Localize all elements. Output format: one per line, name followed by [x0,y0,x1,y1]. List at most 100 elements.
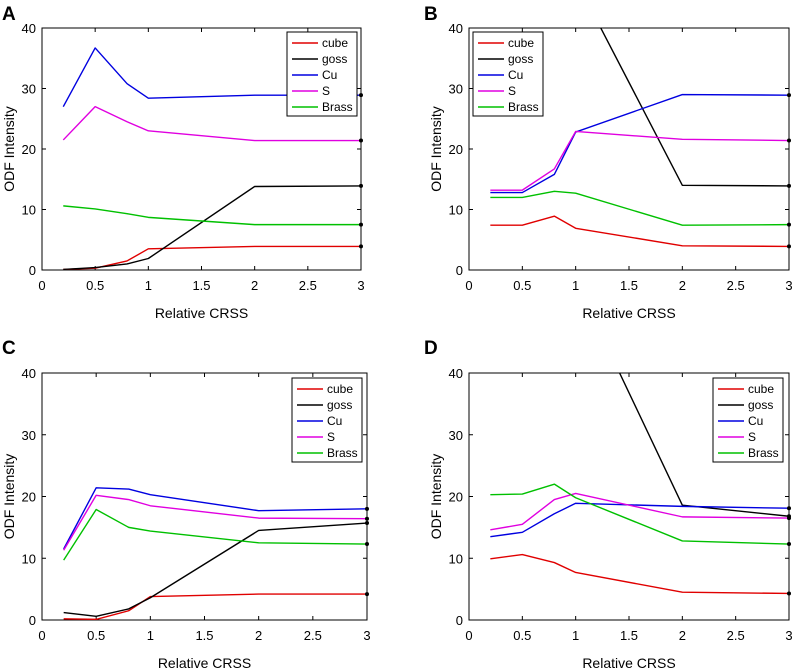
series-endpoint-brass [787,542,791,547]
y-tick-label: 30 [449,82,463,97]
series-endpoint-brass [365,542,369,547]
x-tick-label: 0 [38,278,45,293]
series-line-s [490,130,789,191]
series-endpoint-goss [787,183,791,188]
x-tick-label: 1 [147,628,154,643]
series-endpoint-cube [365,592,369,597]
y-tick-label: 0 [29,263,36,278]
x-tick-label: 0.5 [513,278,531,293]
y-tick-label: 10 [449,551,463,566]
y-tick-label: 0 [456,613,463,628]
y-tick-label: 30 [22,82,36,97]
series-line-goss [618,373,789,517]
x-tick-label: 0.5 [87,628,105,643]
series-line-cu [62,47,361,107]
x-axis-label: Relative CRSS [155,305,248,321]
series-endpoint-brass [359,222,363,227]
x-tick-label: 3 [357,278,364,293]
legend: cube goss Cu S Brass [291,377,363,463]
series-endpoint-s [359,138,363,143]
series-line-brass [490,483,789,545]
series-endpoint-s [787,516,791,521]
x-tick-label: 0.5 [86,278,104,293]
x-tick-label: 1 [572,628,579,643]
legend-label-s: S [748,430,756,444]
x-tick-label: 1.5 [192,278,210,293]
legend-label-goss: goss [327,398,352,412]
series-endpoint-cu [787,506,791,511]
legend-label-goss: goss [322,52,347,66]
panel-label: C [2,338,16,359]
legend-label-cube: cube [508,36,534,50]
x-tick-label: 2.5 [299,278,317,293]
x-tick-label: 2 [679,278,686,293]
legend-label-brass: Brass [322,100,353,114]
legend-label-goss: goss [748,398,773,412]
series-endpoint-cube [359,244,363,249]
x-tick-label: 1 [145,278,152,293]
panel-label: D [424,338,438,359]
y-axis-label: ODF Intensity [1,106,17,192]
legend-label-brass: Brass [327,446,358,460]
series-line-s [63,494,367,551]
y-tick-label: 20 [449,142,463,157]
y-tick-label: 20 [449,490,463,505]
legend-label-brass: Brass [748,446,779,460]
x-tick-label: 2 [255,628,262,643]
legend-label-cube: cube [748,382,774,396]
series-line-cube [63,593,367,620]
y-tick-label: 40 [22,366,36,381]
legend-box [291,377,363,463]
y-tick-label: 20 [22,142,36,157]
legend-label-cu: Cu [322,68,337,82]
series-line-s [62,105,361,142]
series-group [490,373,789,595]
series-line-cu [63,487,367,550]
series-endpoint-brass [787,222,791,227]
legend-label-s: S [508,84,516,98]
y-tick-label: 10 [22,551,36,566]
legend-label-cube: cube [322,36,348,50]
series-group [62,47,361,270]
series-line-brass [490,190,789,226]
legend-label-brass: Brass [508,100,539,114]
y-axis-label: ODF Intensity [428,106,444,192]
series-line-s [490,492,789,531]
y-tick-label: 40 [449,366,463,381]
x-tick-label: 0 [465,628,472,643]
legend-box [712,377,784,463]
series-line-cube [490,215,789,248]
x-tick-label: 2 [251,278,258,293]
x-axis-label: Relative CRSS [158,655,251,671]
series-endpoint-cu [365,506,369,511]
legend: cube goss Cu S Brass [472,31,544,117]
legend: cube goss Cu S Brass [712,377,784,463]
series-endpoint-cu [787,93,791,98]
x-tick-label: 2.5 [727,278,745,293]
y-tick-label: 10 [22,203,36,218]
series-line-cu [490,502,789,538]
panel-label: A [2,4,16,25]
y-tick-label: 30 [449,428,463,443]
series-line-brass [63,205,361,226]
series-line-cu [490,93,789,194]
y-tick-label: 0 [456,263,463,278]
legend-box [286,31,358,117]
legend-label-cu: Cu [748,414,763,428]
y-tick-label: 0 [29,613,36,628]
x-tick-label: 1.5 [620,628,638,643]
x-tick-label: 3 [785,278,792,293]
series-endpoint-goss [359,183,363,188]
legend: cube goss Cu S Brass [286,31,358,117]
series-line-goss [63,185,361,270]
y-axis-label: ODF Intensity [1,454,17,540]
y-axis-label: ODF Intensity [428,454,444,540]
legend-label-cu: Cu [508,68,523,82]
x-axis-label: Relative CRSS [582,655,675,671]
x-tick-label: 3 [363,628,370,643]
series-line-cube [490,553,789,595]
